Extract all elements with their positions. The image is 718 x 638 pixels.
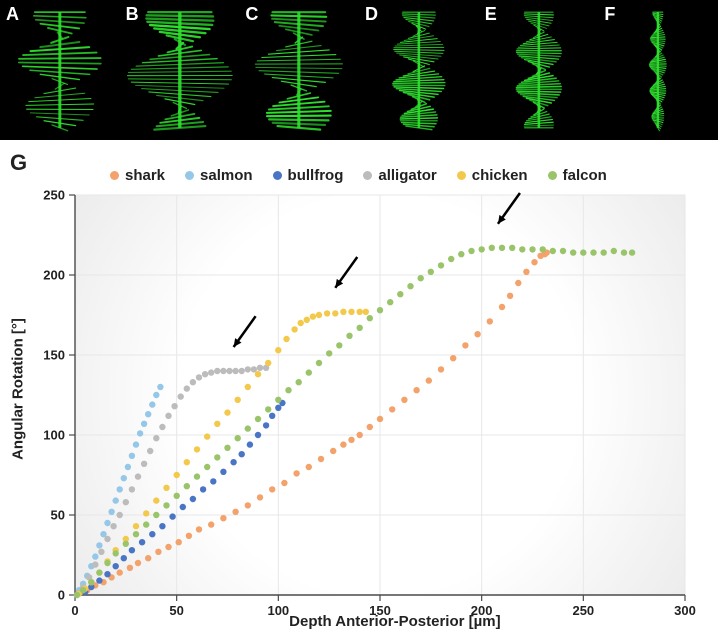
chart-plot-area (75, 195, 685, 595)
legend-label: chicken (472, 167, 528, 184)
panel-d: D (359, 0, 479, 140)
legend-marker-icon (110, 171, 119, 180)
legend-item-shark: shark (110, 167, 165, 184)
xtick-300: 300 (674, 603, 696, 618)
x-axis-label: Depth Anterior-Posterior [µm] (289, 613, 500, 630)
xtick-0: 0 (71, 603, 78, 618)
annotation-arrow-0 (234, 316, 256, 347)
legend-label: shark (125, 167, 165, 184)
ytick-200: 200 (43, 268, 65, 283)
panel-label-e: E (485, 4, 497, 25)
ytick-150: 150 (43, 348, 65, 363)
panel-label-b: B (126, 4, 139, 25)
legend-marker-icon (457, 171, 466, 180)
series-bullfrog (76, 400, 286, 597)
panel-a: A (0, 0, 120, 140)
xtick-100: 100 (267, 603, 289, 618)
chart-svg (75, 195, 685, 595)
chart-section: G shark salmon bullfrog alligator chicken fal… (0, 140, 718, 638)
legend-label: bullfrog (288, 167, 344, 184)
legend-marker-icon (273, 171, 282, 180)
panel-label-g: G (10, 150, 27, 176)
panel-e: E (479, 0, 599, 140)
ytick-0: 0 (58, 588, 65, 603)
series-chicken (76, 309, 369, 597)
figure-root: A B C D E F G shark salmon bullfrog alligator chi… (0, 0, 718, 638)
xtick-50: 50 (169, 603, 183, 618)
legend-marker-icon (185, 171, 194, 180)
panel-b: B (120, 0, 240, 140)
xtick-250: 250 (572, 603, 594, 618)
legend-label: salmon (200, 167, 253, 184)
panel-label-c: C (245, 4, 258, 25)
legend-marker-icon (548, 171, 557, 180)
series-shark (78, 249, 550, 595)
panel-label-a: A (6, 4, 19, 25)
legend-item-chicken: chicken (457, 167, 528, 184)
series-salmon (76, 384, 164, 594)
legend-item-falcon: falcon (548, 167, 607, 184)
ytick-100: 100 (43, 428, 65, 443)
legend-item-salmon: salmon (185, 167, 253, 184)
annotation-arrow-2 (498, 193, 520, 224)
legend-label: alligator (378, 167, 436, 184)
panel-c: C (239, 0, 359, 140)
panel-strip: A B C D E F (0, 0, 718, 140)
series-falcon (74, 245, 636, 599)
xtick-200: 200 (471, 603, 493, 618)
legend-marker-icon (363, 171, 372, 180)
legend-item-alligator: alligator (363, 167, 436, 184)
panel-label-d: D (365, 4, 378, 25)
ytick-250: 250 (43, 188, 65, 203)
y-axis-label: Angular Rotation [°] (10, 318, 27, 460)
legend-label: falcon (563, 167, 607, 184)
panel-label-f: F (604, 4, 615, 25)
panel-f: F (598, 0, 718, 140)
legend-item-bullfrog: bullfrog (273, 167, 344, 184)
xtick-150: 150 (369, 603, 391, 618)
annotation-arrow-1 (335, 257, 357, 288)
legend: shark salmon bullfrog alligator chicken falco… (110, 167, 607, 184)
ytick-50: 50 (51, 508, 65, 523)
